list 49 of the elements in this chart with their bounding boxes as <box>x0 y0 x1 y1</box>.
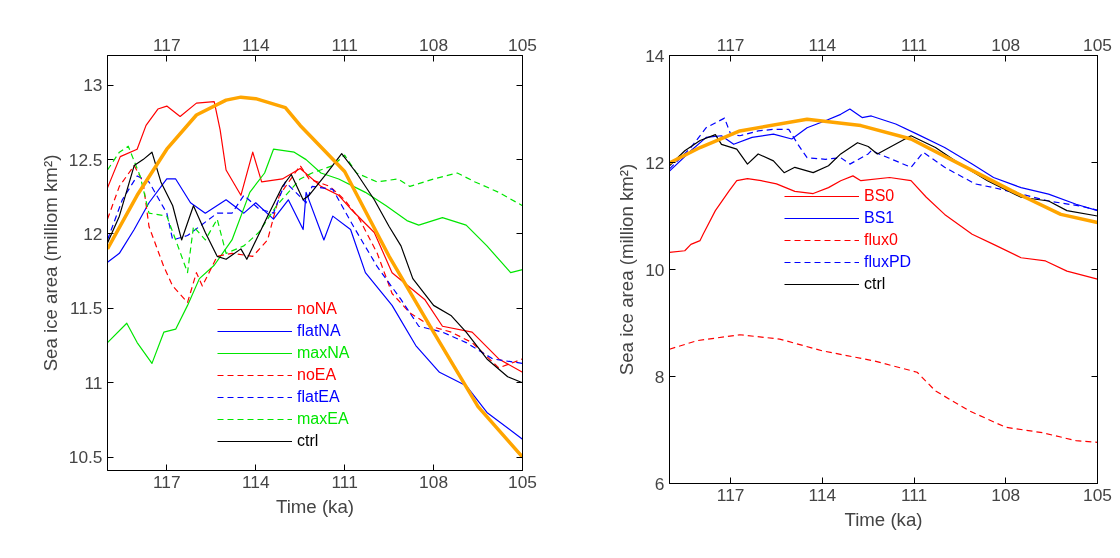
legend-label: flatNA <box>297 322 341 340</box>
y-tick-label: 10 <box>645 259 665 280</box>
x-axis-title: Time (ka) <box>275 495 355 517</box>
y-tick-label: 14 <box>645 45 665 66</box>
legend-label: fluxPD <box>864 253 912 271</box>
x-tick-label: 108 <box>419 34 449 55</box>
y-tick-label: 8 <box>654 366 665 387</box>
x2-tick-label: 105 <box>1083 484 1112 505</box>
x2-tick-label: 114 <box>241 471 270 492</box>
x-tick-label: 105 <box>508 34 537 55</box>
legend-label: flux0 <box>864 231 898 249</box>
legend-label: BS1 <box>864 209 895 227</box>
x-tick-label: 114 <box>241 34 270 55</box>
x-tick-label: 111 <box>331 34 358 55</box>
legend-label: BS0 <box>864 187 895 205</box>
legend-label: noNA <box>297 300 338 318</box>
x-tick-label: 114 <box>808 34 837 55</box>
x-axis-title: Time (ka) <box>844 508 923 530</box>
x2-tick-label: 111 <box>331 471 358 492</box>
legend-label: flatEA <box>297 388 340 406</box>
x2-tick-label: 114 <box>808 484 837 505</box>
x2-tick-label: 108 <box>991 484 1021 505</box>
x-tick-label: 117 <box>152 34 181 55</box>
y-tick-label: 10.5 <box>68 447 103 468</box>
legend-label: noEA <box>297 366 337 384</box>
x2-tick-label: 117 <box>152 471 181 492</box>
x2-tick-label: 108 <box>419 471 449 492</box>
x-tick-label: 117 <box>716 34 745 55</box>
x-tick-label: 111 <box>900 34 928 55</box>
y-axis-title: Sea ice area (million km²) <box>616 163 638 376</box>
line-series <box>107 95 523 459</box>
line-series <box>669 334 1098 443</box>
x-tick-label: 105 <box>1083 34 1112 55</box>
x-tick-label: 108 <box>991 34 1021 55</box>
y-tick-label: 11 <box>84 372 103 393</box>
legend-label: ctrl <box>297 432 319 450</box>
x2-tick-label: 111 <box>900 484 928 505</box>
legend-label: maxNA <box>297 344 350 362</box>
y-tick-label: 13 <box>83 75 103 96</box>
y-tick-label: 12 <box>83 223 103 244</box>
x2-tick-label: 117 <box>716 484 745 505</box>
y-axis-title: Sea ice area (milliom km²) <box>39 154 61 372</box>
y-tick-label: 12 <box>645 152 665 173</box>
x2-tick-label: 105 <box>508 471 537 492</box>
y-tick-label: 11.5 <box>70 298 103 319</box>
y-tick-label: 6 <box>654 473 665 494</box>
legend-label: ctrl <box>864 275 886 293</box>
legend-label: maxEA <box>297 410 349 428</box>
y-tick-label: 12.5 <box>68 149 103 170</box>
